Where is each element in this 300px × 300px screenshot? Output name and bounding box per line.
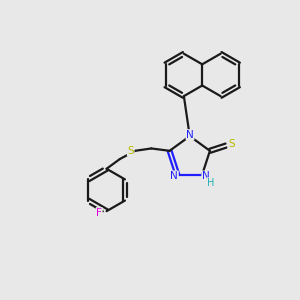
Text: N: N [186, 130, 194, 140]
Text: N: N [202, 171, 210, 181]
Text: H: H [207, 178, 215, 188]
Text: S: S [128, 146, 134, 156]
Text: F: F [96, 208, 102, 218]
Text: S: S [228, 139, 235, 149]
Text: N: N [170, 171, 178, 181]
